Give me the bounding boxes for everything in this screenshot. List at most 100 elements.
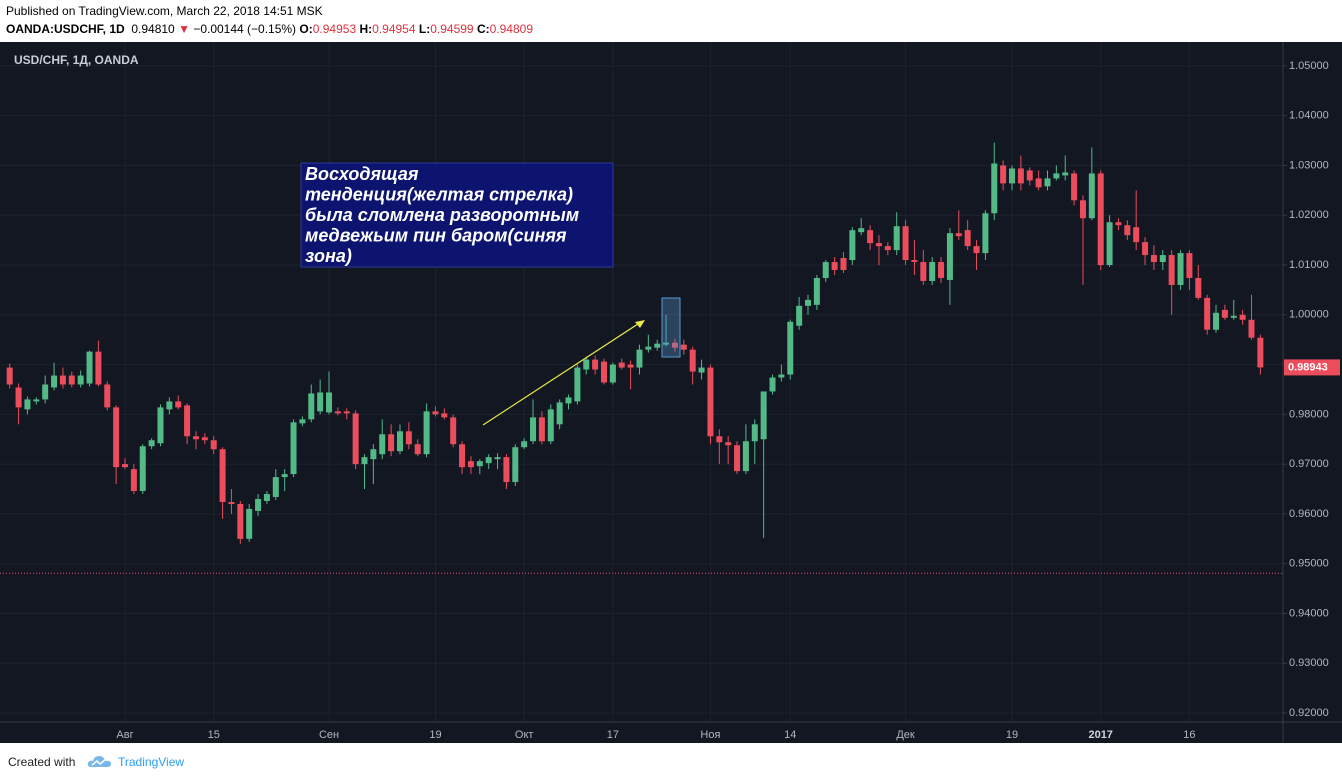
candle-body — [1062, 172, 1069, 176]
candle-body — [1142, 242, 1149, 256]
pin-bar-zone — [661, 297, 681, 358]
candle-body — [565, 397, 572, 404]
open: 0.94953 — [312, 22, 357, 36]
candle-body — [831, 262, 838, 270]
candle-body — [858, 228, 865, 233]
candle-body — [272, 477, 279, 497]
y-tick-label: 0.92000 — [1289, 707, 1329, 719]
candle-body — [1017, 168, 1024, 184]
y-tick-label: 0.95000 — [1289, 558, 1329, 570]
candle-body — [139, 446, 146, 492]
candle-body — [725, 442, 732, 446]
candle-body — [130, 469, 137, 492]
candle-body — [299, 419, 306, 424]
y-tick-label: 1.01000 — [1289, 259, 1329, 271]
y-tick-label: 0.93000 — [1289, 657, 1329, 669]
y-tick-label: 0.97000 — [1289, 458, 1329, 470]
candle-body — [760, 391, 767, 440]
candle-body — [1239, 314, 1246, 320]
candle-body — [867, 230, 874, 244]
candle-body — [547, 409, 554, 442]
x-tick-label: Окт — [515, 729, 534, 741]
last-price-label: 0.98943 — [1288, 361, 1328, 373]
candle-body — [441, 413, 448, 418]
candle-body — [920, 262, 927, 281]
candle-body — [210, 440, 217, 450]
candle-body — [459, 444, 466, 468]
candle-body — [840, 258, 847, 270]
trend-arrow-head — [635, 320, 645, 328]
candle-body — [609, 364, 616, 383]
candle-body — [317, 392, 324, 412]
candle-body — [982, 213, 989, 254]
trend-arrow — [482, 321, 642, 426]
candle-body — [645, 346, 652, 350]
candle-body — [405, 431, 412, 445]
candle-body — [751, 424, 758, 442]
candle-body — [1168, 255, 1175, 285]
candle-body — [33, 399, 40, 402]
candle-body — [352, 413, 359, 465]
candle-body — [973, 246, 980, 254]
candle-body — [769, 377, 776, 392]
quote-line: OANDA:USDCHF, 1D 0.94810 ▼ −0.00144 (−0.… — [6, 22, 533, 36]
x-tick-label: 17 — [607, 729, 619, 741]
candle-body — [59, 375, 66, 385]
candle-body — [583, 359, 590, 370]
candle-body — [1230, 315, 1237, 318]
candle-body — [184, 405, 191, 437]
candle-body — [15, 387, 22, 408]
candle-body — [1026, 170, 1033, 181]
y-tick-label: 1.05000 — [1289, 60, 1329, 72]
candle-body — [671, 342, 678, 348]
x-tick-label: Авг — [116, 729, 133, 741]
candle-body — [946, 233, 953, 280]
candle-body — [964, 230, 971, 247]
candle-body — [1097, 173, 1104, 266]
candle-body — [1079, 200, 1086, 219]
candle-body — [166, 401, 173, 410]
candle-body — [734, 445, 741, 472]
x-tick-label: 19 — [429, 729, 441, 741]
candle-body — [654, 343, 661, 348]
candle-body — [911, 260, 918, 263]
published: Published on TradingView.com, March 22, … — [6, 4, 323, 18]
high-label: H: — [359, 22, 373, 36]
candle-body — [1106, 222, 1113, 266]
y-tick-label: 1.03000 — [1289, 159, 1329, 171]
x-tick-label: 16 — [1183, 729, 1195, 741]
candle-body — [627, 364, 634, 368]
candle-body — [42, 384, 49, 400]
candle-body — [326, 392, 333, 413]
candle-body — [290, 422, 297, 475]
candle-body — [255, 498, 262, 511]
symbol: OANDA:USDCHF, 1D — [6, 22, 125, 36]
candle-body — [884, 246, 891, 251]
candle-body — [175, 401, 182, 408]
candle-body — [201, 437, 208, 441]
candle-body — [219, 449, 226, 502]
candle-body — [1124, 225, 1131, 236]
candle-body — [1035, 178, 1042, 188]
y-tick-label: 0.94000 — [1289, 607, 1329, 619]
open-label: O: — [299, 22, 313, 36]
candle-body — [592, 359, 599, 370]
candle-body — [308, 393, 315, 420]
y-tick-label: 1.02000 — [1289, 209, 1329, 221]
candle-body — [929, 262, 936, 281]
annotation-line: зона) — [305, 246, 352, 266]
candle-body — [122, 464, 129, 468]
chart: 0.92000 0.93000 0.94000 0.95000 0.96000 0.970… — [0, 42, 1342, 743]
candle-body — [343, 411, 350, 414]
candle-body — [1195, 277, 1202, 298]
annotation-line: Восходящая — [305, 164, 419, 184]
candle-body — [1150, 255, 1157, 263]
candle-body — [716, 436, 723, 443]
candle-body — [157, 407, 164, 444]
candle-body — [849, 230, 856, 261]
y-tick-label: 0.96000 — [1289, 508, 1329, 520]
candle-body — [1221, 309, 1228, 318]
candle-body — [938, 262, 945, 278]
candle-body — [6, 367, 13, 385]
candle-body — [450, 417, 457, 445]
